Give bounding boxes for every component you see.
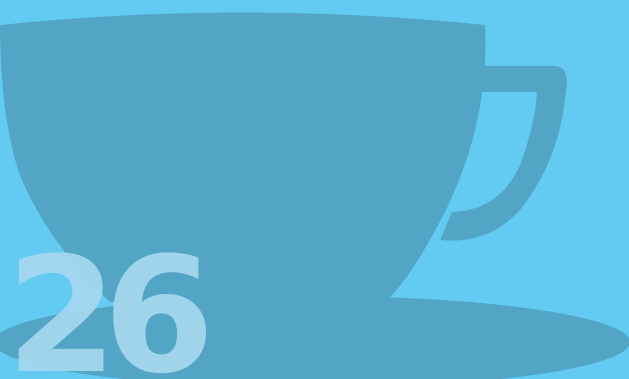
cup-body	[0, 12, 486, 302]
saucer-icon	[0, 296, 629, 379]
number-label: 26	[6, 222, 215, 379]
cup-handle	[440, 66, 567, 241]
